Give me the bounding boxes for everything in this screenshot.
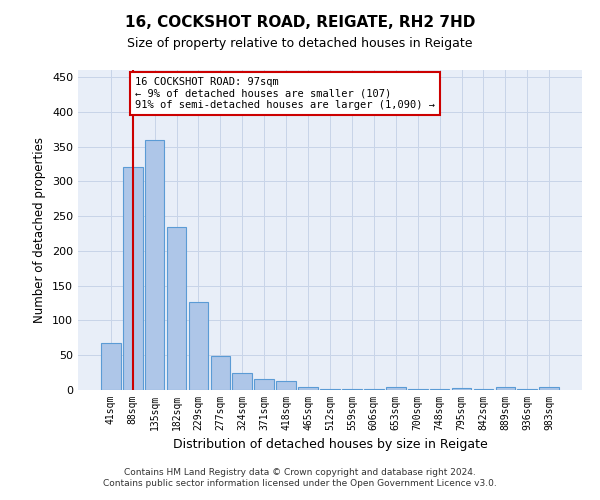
Text: 16, COCKSHOT ROAD, REIGATE, RH2 7HD: 16, COCKSHOT ROAD, REIGATE, RH2 7HD [125,15,475,30]
Bar [320,388,340,390]
Bar [254,379,274,390]
Bar [298,386,318,390]
Text: Contains HM Land Registry data © Crown copyright and database right 2024.
Contai: Contains HM Land Registry data © Crown c… [103,468,497,487]
Bar [386,387,406,390]
Bar [539,387,559,390]
Bar [452,388,472,390]
Bar [123,168,143,390]
Text: 16 COCKSHOT ROAD: 97sqm
← 9% of detached houses are smaller (107)
91% of semi-de: 16 COCKSHOT ROAD: 97sqm ← 9% of detached… [135,77,435,110]
Text: Size of property relative to detached houses in Reigate: Size of property relative to detached ho… [127,38,473,51]
X-axis label: Distribution of detached houses by size in Reigate: Distribution of detached houses by size … [173,438,487,452]
Bar [145,140,164,390]
Y-axis label: Number of detached properties: Number of detached properties [34,137,46,323]
Bar [101,344,121,390]
Bar [276,381,296,390]
Bar [188,302,208,390]
Bar [211,356,230,390]
Bar [232,372,252,390]
Bar [167,226,187,390]
Bar [496,387,515,390]
